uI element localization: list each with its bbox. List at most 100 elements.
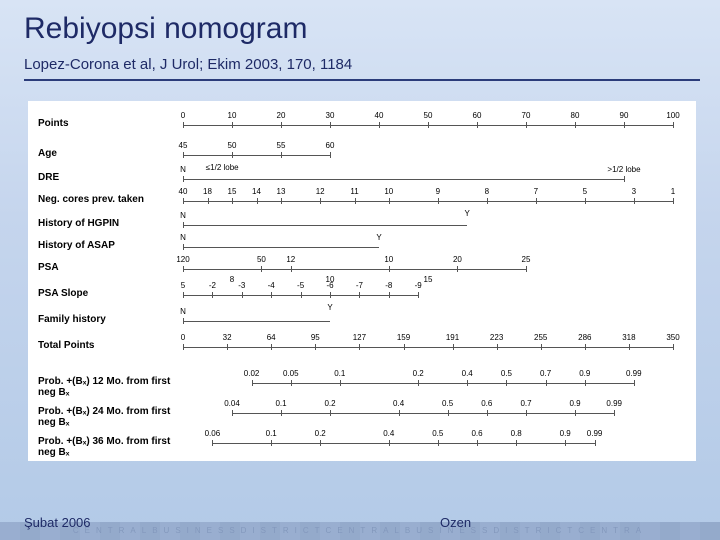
tick-label: -9	[415, 281, 422, 290]
tick-label: 0	[181, 111, 185, 120]
row-label: DRE	[38, 172, 178, 183]
tick-label: 0.9	[560, 429, 571, 438]
row-label: Points	[38, 118, 178, 129]
tick-label: 0	[181, 333, 185, 342]
nomogram-row: Total Points 0326495127159191223255286318…	[38, 333, 686, 359]
axis: N	[183, 247, 676, 248]
axis: 0.020.050.10.20.40.50.70.90.99	[183, 383, 676, 384]
row-label: Prob. +(Bₓ) 24 Mo. from first neg Bₓ	[38, 406, 178, 428]
tick-label: 0.4	[462, 369, 473, 378]
tick-label: 18	[203, 187, 212, 196]
tick-label: 55	[277, 141, 286, 150]
row-label: Total Points	[38, 340, 178, 351]
axis: 0.040.10.20.40.50.60.70.90.99	[183, 413, 676, 414]
tick-label: 10	[384, 255, 393, 264]
tick-label: 0.4	[383, 429, 394, 438]
tick-label: 0.8	[511, 429, 522, 438]
tick-label: 0.1	[275, 399, 286, 408]
tick-label: 20	[453, 255, 462, 264]
footer-date: Şubat 2006	[24, 515, 280, 530]
nomogram-row: Prob. +(Bₓ) 12 Mo. from first neg Bₓ 0.02…	[38, 369, 686, 395]
tick-label: 25	[522, 255, 531, 264]
tick-label: 0.2	[413, 369, 424, 378]
tick-label: 0.9	[569, 399, 580, 408]
tick-label: 50	[228, 141, 237, 150]
tick-label: 80	[571, 111, 580, 120]
tick-label: 0.4	[393, 399, 404, 408]
tick-label: 70	[522, 111, 531, 120]
tick-label: 50	[424, 111, 433, 120]
nomogram-row: PSA Slope5-2-3-4-5-6-7-8-9Y	[38, 281, 686, 307]
tick-label: 191	[446, 333, 459, 342]
tick-label: 0.1	[334, 369, 345, 378]
tick-label: 50	[257, 255, 266, 264]
axis: 0326495127159191223255286318350	[183, 347, 676, 348]
nomogram-row: Points 0102030405060708090100	[38, 111, 686, 137]
title-block: Rebiyopsi nomogram Lopez-Corona et al, J…	[24, 12, 700, 81]
tick-label: 0.99	[626, 369, 642, 378]
tick-label: 90	[620, 111, 629, 120]
tick-label: 0.5	[442, 399, 453, 408]
nomogram-chart: Points0102030405060708090100Age45505560≤…	[28, 101, 696, 461]
nomogram-row: Neg. cores prev. taken 401815141312111098…	[38, 187, 686, 213]
tick-label: 0.7	[540, 369, 551, 378]
tick-label: 5	[181, 281, 185, 290]
tick-label: -3	[238, 281, 245, 290]
tick-label: 64	[267, 333, 276, 342]
row-label: Age	[38, 148, 178, 159]
tick-label: N	[180, 165, 186, 174]
footer-author: Ozen	[280, 515, 696, 530]
tick-label: 7	[534, 187, 538, 196]
row-label: History of ASAP	[38, 240, 178, 251]
tick-label: 30	[326, 111, 335, 120]
axis: N>1/2 lobe	[183, 179, 676, 180]
axis: 45505560≤1/2 lobe	[183, 155, 676, 156]
tick-label: N	[180, 307, 186, 316]
tick-label: 120	[176, 255, 189, 264]
tick-label: 0.9	[579, 369, 590, 378]
axis: 5-2-3-4-5-6-7-8-9Y	[183, 295, 676, 296]
axis: 120501210202581015	[183, 269, 676, 270]
tick-label: 318	[622, 333, 635, 342]
tick-label: 286	[578, 333, 591, 342]
tick-label: 1	[671, 187, 675, 196]
tick-label: 5	[583, 187, 587, 196]
row-label: Neg. cores prev. taken	[38, 194, 178, 205]
tick-label: 0.2	[324, 399, 335, 408]
tick-label: 0.06	[205, 429, 221, 438]
tick-label: 40	[179, 187, 188, 196]
slide-citation: Lopez-Corona et al, J Urol; Ekim 2003, 1…	[24, 52, 700, 73]
tick-label: 15	[228, 187, 237, 196]
tick-label: 45	[179, 141, 188, 150]
slide-title: Rebiyopsi nomogram	[24, 12, 700, 52]
row-label: PSA	[38, 262, 178, 273]
nomogram-row: Age 45505560≤1/2 lobe	[38, 141, 686, 167]
tick-label: 0.04	[224, 399, 240, 408]
tick-label: 0.5	[501, 369, 512, 378]
tick-label: 60	[473, 111, 482, 120]
axis: 4018151413121110987531Y	[183, 201, 676, 202]
nomogram-row: Prob. +(Bₓ) 36 Mo. from first neg Bₓ0.06…	[38, 429, 686, 455]
tick-label: 12	[286, 255, 295, 264]
tick-label: 32	[223, 333, 232, 342]
tick-label: 0.7	[520, 399, 531, 408]
row-label: Prob. +(Bₓ) 12 Mo. from first neg Bₓ	[38, 376, 178, 398]
tick-label: 223	[490, 333, 503, 342]
axis: NY	[183, 225, 676, 226]
tick-label: 159	[397, 333, 410, 342]
tick-label: N	[180, 211, 186, 220]
tick-label: 0.99	[606, 399, 622, 408]
footer: Şubat 2006 Ozen	[24, 515, 696, 530]
tick-label: N	[180, 233, 186, 242]
tick-label: -5	[297, 281, 304, 290]
tick-label: 0.5	[432, 429, 443, 438]
tick-label: -8	[385, 281, 392, 290]
tick-label: 8	[485, 187, 489, 196]
tick-label: 20	[277, 111, 286, 120]
tick-label: 11	[350, 187, 358, 196]
tick-label: 13	[277, 187, 286, 196]
axis: 0102030405060708090100	[183, 125, 676, 126]
row-label: Family history	[38, 314, 178, 325]
nomogram-row: PSA 120501210202581015	[38, 255, 686, 281]
tick-label: 100	[666, 111, 679, 120]
